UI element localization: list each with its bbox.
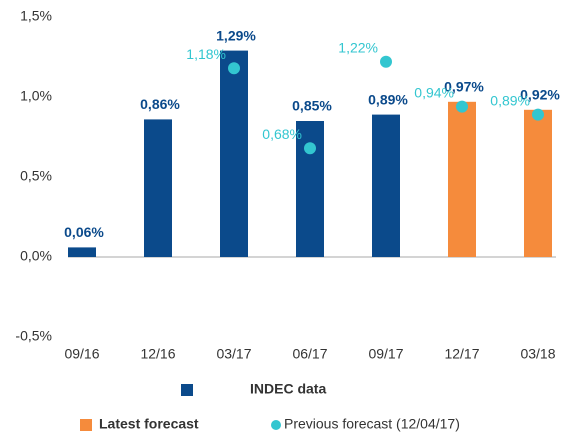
- bar: [68, 247, 96, 257]
- bar: [372, 114, 400, 257]
- x-tick-label: 12/16: [140, 346, 175, 362]
- legend-marker: [181, 384, 193, 396]
- bar: [448, 101, 476, 257]
- data-label: 0,94%: [414, 84, 454, 100]
- legend-label: Previous forecast (12/04/17): [284, 416, 460, 432]
- y-tick-label: -0,5%: [15, 328, 52, 344]
- x-tick-label: 03/18: [520, 346, 555, 362]
- data-label: 0,89%: [490, 92, 530, 108]
- data-label: 0,68%: [262, 126, 302, 142]
- y-tick-label: 1,5%: [20, 8, 52, 24]
- point: [228, 62, 240, 75]
- x-tick-label: 12/17: [444, 346, 479, 362]
- data-label: 0,89%: [368, 91, 408, 107]
- point: [456, 100, 468, 113]
- point: [532, 108, 544, 121]
- data-label: 0,97%: [444, 79, 484, 95]
- bar: [524, 109, 552, 257]
- data-label: 0,06%: [64, 224, 104, 240]
- x-tick-label: 03/17: [216, 346, 251, 362]
- data-label: 0,86%: [140, 96, 180, 112]
- legend-marker: [271, 420, 281, 430]
- y-tick-label: 1,0%: [20, 88, 52, 104]
- legend-label: Latest forecast: [99, 416, 199, 432]
- point: [304, 142, 316, 155]
- y-tick-label: 0,0%: [20, 248, 52, 264]
- data-label: 0,92%: [520, 87, 560, 103]
- bar: [144, 119, 172, 258]
- data-label: 1,22%: [338, 40, 378, 56]
- bar: [220, 50, 248, 257]
- x-tick-label: 09/16: [64, 346, 99, 362]
- x-tick-label: 09/17: [368, 346, 403, 362]
- data-label: 1,29%: [216, 27, 256, 43]
- legend-marker: [80, 419, 92, 431]
- y-tick-label: 0,5%: [20, 168, 52, 184]
- legend-label: INDEC data: [250, 381, 326, 397]
- data-label: 0,85%: [292, 98, 332, 114]
- x-tick-label: 06/17: [292, 346, 327, 362]
- point: [380, 55, 392, 68]
- data-label: 1,18%: [186, 46, 226, 62]
